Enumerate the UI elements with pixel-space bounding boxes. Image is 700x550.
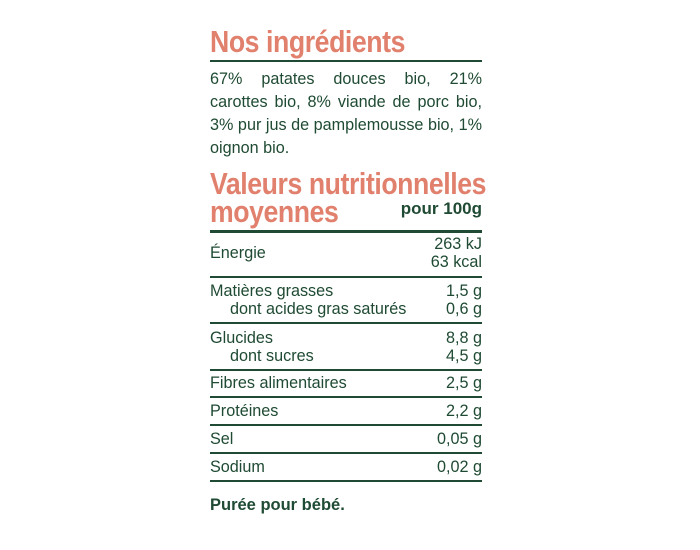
nutrition-header: Valeurs nutritionnelles moyennes pour 10… [210,166,486,230]
fat-label: Matières grasses [210,282,334,300]
protein-value: 2,2 g [445,402,482,420]
table-row-salt: Sel 0,05 g [210,426,482,454]
saturated-fat-value: 0,6 g [445,300,482,318]
energy-kj-value: 263 kJ [434,235,482,253]
saturated-fat-label: dont acides gras saturés [230,300,407,318]
fat-value: 1,5 g [445,282,482,300]
sodium-label: Sodium [210,458,265,476]
table-row-protein: Protéines 2,2 g [210,398,482,426]
salt-label: Sel [210,430,234,448]
fibre-label: Fibres alimentaires [210,374,347,392]
ingredients-rule [210,60,482,62]
nutrition-title-line1: Valeurs nutritionnelles [210,166,487,201]
sugars-value: 4,5 g [445,347,482,365]
fibre-value: 2,5 g [445,374,482,392]
product-description: Purée pour bébé. [210,496,345,514]
nutrition-label-panel: Nos ingrédients 67% patates douces bio, … [210,24,486,515]
table-row-sodium: Sodium 0,02 g [210,454,482,482]
ingredients-text: 67% patates douces bio, 21% carottes bio… [210,68,482,160]
table-row-fibre: Fibres alimentaires 2,5 g [210,371,482,398]
table-row-fat: Matières grasses 1,5 g dont acides gras … [210,278,482,324]
nutrition-table: Énergie 263 kJ 63 kcal Matières grasses … [210,230,482,482]
sodium-value: 0,02 g [436,458,482,476]
protein-label: Protéines [210,402,279,420]
carbs-label: Glucides [210,329,273,347]
carbs-value: 8,8 g [445,329,482,347]
table-row-carbs: Glucides 8,8 g dont sucres 4,5 g [210,324,482,371]
energy-kcal-value: 63 kcal [430,253,482,271]
per-100g-label: pour 100g [400,199,482,218]
energy-label: Énergie [210,244,266,262]
ingredients-line: 3% pur jus de pamplemousse bio, 1% [210,116,482,134]
sugars-label: dont sucres [230,347,314,365]
ingredients-line: oignon bio. [210,139,290,157]
table-row-energy: Énergie 263 kJ 63 kcal [210,233,482,278]
salt-value: 0,05 g [436,430,482,448]
ingredients-line: 67% patates douces bio, 21% [210,70,482,88]
nutrition-title-line2: moyennes [210,194,339,229]
ingredients-title: Nos ingrédients [210,24,406,59]
ingredients-line: carottes bio, 8% viande de porc bio, [210,93,482,111]
